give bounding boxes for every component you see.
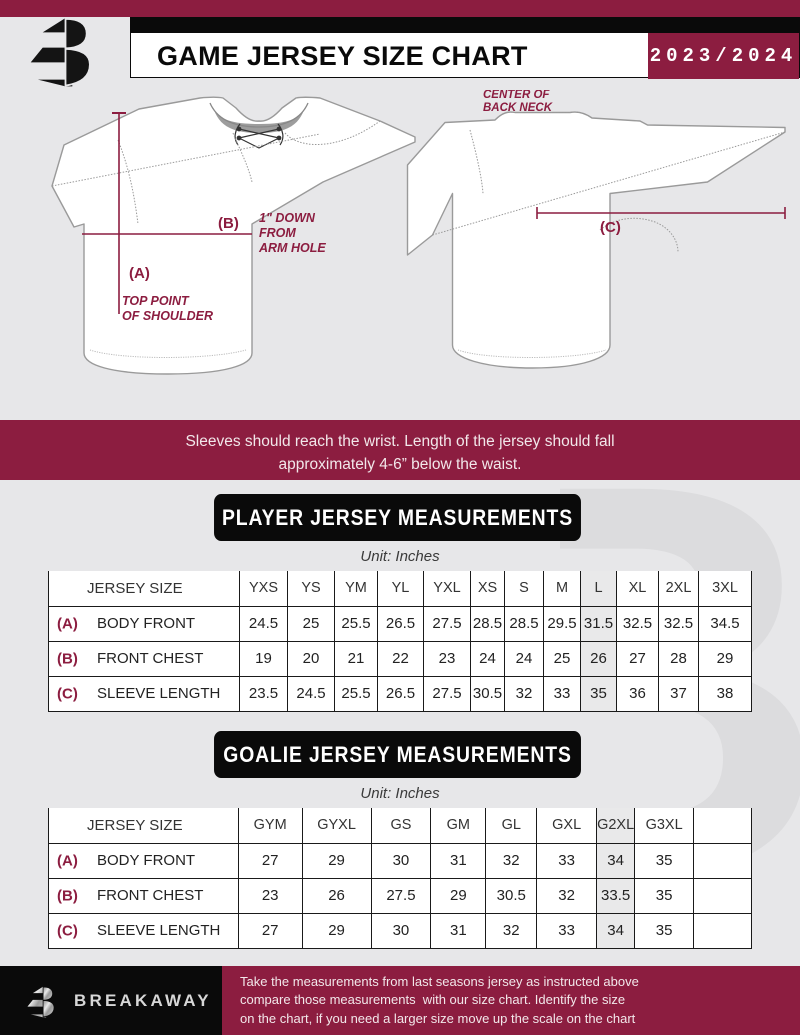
svg-text:CENTER OF: CENTER OF [483,90,550,101]
svg-text:OF SHOULDER: OF SHOULDER [122,309,213,323]
svg-text:(B): (B) [218,215,239,232]
svg-text:BACK NECK: BACK NECK [483,102,553,114]
svg-text:TOP POINT: TOP POINT [122,294,190,308]
svg-text:(A): (A) [129,265,150,282]
svg-text:(C): (C) [600,219,621,236]
svg-text:ARM HOLE: ARM HOLE [258,241,326,255]
svg-text:FROM: FROM [259,226,296,240]
svg-text:1" DOWN: 1" DOWN [259,211,316,225]
